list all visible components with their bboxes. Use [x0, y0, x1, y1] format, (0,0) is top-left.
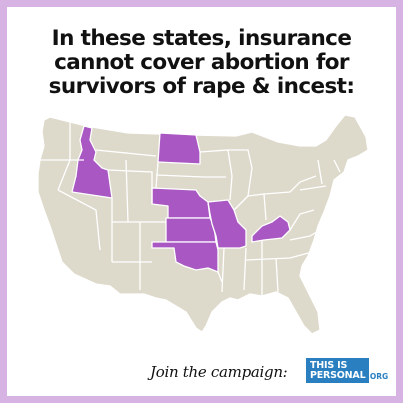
- state-kentucky: [251, 215, 291, 243]
- us-map: [37, 114, 369, 335]
- headline-line-1: In these states, insurance: [51, 26, 352, 51]
- join-campaign-text: Join the campaign:: [150, 363, 288, 381]
- logo-line-1: THIS IS: [310, 360, 348, 371]
- logo-suffix: .ORG: [367, 372, 389, 381]
- thisispersonal-logo[interactable]: THIS IS PERSONAL: [306, 358, 370, 383]
- headline-line-3: survivors of rape & incest:: [48, 74, 355, 99]
- headline: In these states, insurance cannot cover …: [14, 27, 389, 99]
- state-idaho: [71, 125, 113, 199]
- state-kansas: [165, 217, 217, 243]
- headline-line-2: cannot cover abortion for: [54, 50, 349, 75]
- footer: Join the campaign: THIS IS PERSONAL .ORG: [0, 350, 403, 390]
- logo-line-2: PERSONAL: [310, 370, 366, 381]
- state-borders: [40, 122, 341, 296]
- state-missouri: [207, 199, 247, 249]
- state-north-dakota: [157, 132, 201, 165]
